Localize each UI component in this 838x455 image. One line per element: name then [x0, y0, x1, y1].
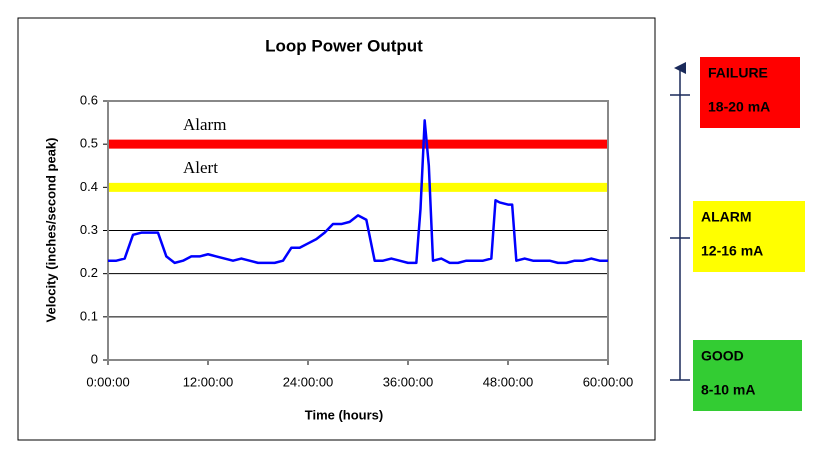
status-range: 12-16 mA [701, 243, 763, 259]
status-name: GOOD [701, 348, 744, 364]
y-tick-label: 0.2 [80, 265, 98, 280]
status-range: 18-20 mA [708, 99, 770, 115]
x-tick-label: 0:00:00 [86, 374, 129, 389]
status-name: FAILURE [708, 65, 768, 81]
status-box [693, 201, 805, 272]
status-box [693, 340, 802, 411]
status-box [700, 57, 800, 128]
x-tick-label: 12:00:00 [183, 374, 234, 389]
plot-border [107, 100, 609, 361]
y-tick-label: 0.4 [80, 179, 98, 194]
y-tick-label: 0 [91, 351, 98, 366]
chart-title: Loop Power Output [265, 36, 423, 55]
threshold-label: Alert [183, 158, 218, 177]
x-tick-label: 60:00:00 [583, 374, 634, 389]
x-axis-label: Time (hours) [305, 407, 384, 422]
status-range: 8-10 mA [701, 382, 755, 398]
x-tick-label: 24:00:00 [283, 374, 334, 389]
threshold-label: Alarm [183, 115, 226, 134]
x-tick-label: 48:00:00 [483, 374, 534, 389]
y-tick-label: 0.3 [80, 222, 98, 237]
y-tick-label: 0.5 [80, 136, 98, 151]
data-line [108, 119, 608, 265]
y-tick-label: 0.1 [80, 308, 98, 323]
status-name: ALARM [701, 209, 752, 225]
x-tick-label: 36:00:00 [383, 374, 434, 389]
y-axis-label: Velocity (inches/second peak) [43, 138, 58, 323]
y-tick-label: 0.6 [80, 92, 98, 107]
